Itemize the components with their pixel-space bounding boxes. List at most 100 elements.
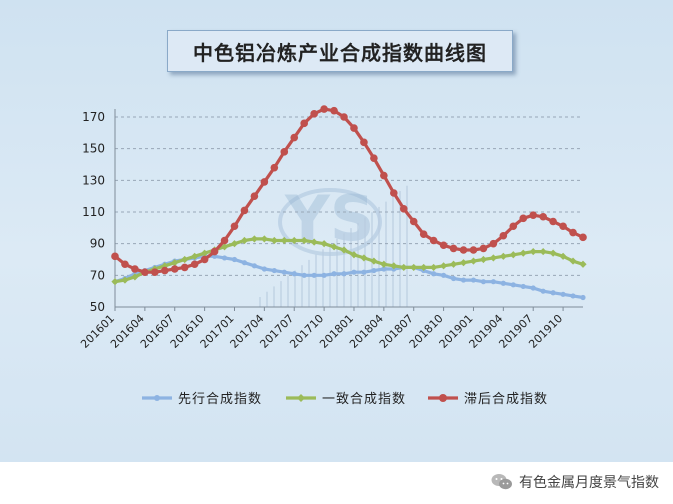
data-point xyxy=(459,246,468,254)
data-point xyxy=(530,285,536,291)
data-point xyxy=(300,236,308,245)
data-point xyxy=(509,251,517,259)
data-point xyxy=(580,294,586,301)
data-point xyxy=(449,244,458,253)
y-tick-label: 150 xyxy=(82,142,105,156)
legend-marker xyxy=(154,395,160,401)
data-point xyxy=(529,247,537,256)
data-point xyxy=(170,265,179,273)
data-point xyxy=(469,246,478,254)
data-point xyxy=(131,273,139,281)
legend-label: 滞后合成指数 xyxy=(464,392,548,407)
data-point xyxy=(569,257,577,265)
data-point xyxy=(190,260,199,269)
data-point xyxy=(559,222,567,231)
data-point xyxy=(330,243,338,251)
y-tick-label: 50 xyxy=(90,300,105,314)
data-point xyxy=(489,239,498,248)
data-point xyxy=(440,272,447,278)
wechat-icon xyxy=(491,474,512,490)
data-point xyxy=(550,290,556,296)
line-chart: YS50709011013015017020160120160420160720… xyxy=(78,105,587,407)
data-point xyxy=(240,206,249,215)
data-point xyxy=(529,211,538,219)
data-point xyxy=(499,231,508,240)
data-point xyxy=(549,249,557,257)
data-point xyxy=(469,257,478,265)
data-point xyxy=(450,275,457,282)
data-point xyxy=(549,217,557,226)
data-point xyxy=(290,236,298,245)
data-point xyxy=(380,260,388,268)
watermark-text: YS xyxy=(284,182,375,255)
data-point xyxy=(121,276,129,284)
data-point xyxy=(439,241,448,250)
data-point xyxy=(360,138,368,147)
data-point xyxy=(261,266,267,272)
x-tick-label: 201910 xyxy=(526,312,565,351)
y-tick-label: 70 xyxy=(90,268,105,282)
data-point xyxy=(340,113,348,121)
data-point xyxy=(220,243,229,251)
data-point xyxy=(181,255,189,264)
footer: 有色金属月度景气指数 xyxy=(0,462,673,504)
data-point xyxy=(231,256,238,263)
data-point xyxy=(539,212,547,221)
data-point xyxy=(301,272,307,278)
data-point xyxy=(559,252,567,260)
data-point xyxy=(270,236,278,245)
brand-badge[interactable]: 有色金属月度景气指数 xyxy=(491,472,659,492)
y-tick-label: 130 xyxy=(82,173,105,187)
data-point xyxy=(271,267,277,274)
data-point xyxy=(419,230,428,238)
data-point xyxy=(201,249,209,257)
data-point xyxy=(220,236,229,245)
data-point xyxy=(579,233,587,242)
data-point xyxy=(499,252,507,260)
data-point xyxy=(260,235,268,243)
y-tick-label: 170 xyxy=(82,110,105,124)
data-point xyxy=(240,236,249,245)
data-point xyxy=(221,255,228,261)
data-point xyxy=(111,278,119,286)
data-point xyxy=(290,133,299,142)
data-point xyxy=(340,246,348,254)
y-tick-label: 90 xyxy=(90,237,105,251)
legend-label: 先行合成指数 xyxy=(178,392,262,407)
data-point xyxy=(180,263,189,272)
data-point xyxy=(111,252,119,261)
data-point xyxy=(320,240,328,248)
data-point xyxy=(131,265,139,273)
data-point xyxy=(251,263,258,269)
data-point xyxy=(241,260,248,266)
chart-panel: 中色铝冶炼产业合成指数曲线图 YS 50 70 90 110 130 150 170 20160… xyxy=(0,0,673,462)
legend-marker xyxy=(439,394,447,402)
data-point xyxy=(371,267,377,274)
data-point xyxy=(430,263,438,272)
data-point xyxy=(489,254,497,262)
legend-marker xyxy=(297,394,305,402)
data-point xyxy=(331,271,337,277)
data-point xyxy=(250,235,259,243)
data-point xyxy=(410,263,418,272)
data-point xyxy=(400,263,408,272)
data-point xyxy=(539,247,547,256)
data-point xyxy=(200,255,209,264)
data-point xyxy=(381,266,387,272)
data-point xyxy=(321,272,327,278)
data-point xyxy=(519,214,528,223)
data-point xyxy=(210,247,219,256)
data-point xyxy=(230,240,239,248)
data-point xyxy=(460,277,467,283)
data-point xyxy=(520,283,526,290)
data-point xyxy=(260,178,269,186)
data-point xyxy=(350,124,358,132)
data-point xyxy=(160,266,169,275)
data-point xyxy=(431,271,437,277)
data-point xyxy=(510,282,516,288)
data-point xyxy=(230,222,239,231)
data-point xyxy=(420,263,428,272)
data-point xyxy=(569,228,577,237)
data-point xyxy=(500,280,506,286)
data-point xyxy=(300,119,308,128)
